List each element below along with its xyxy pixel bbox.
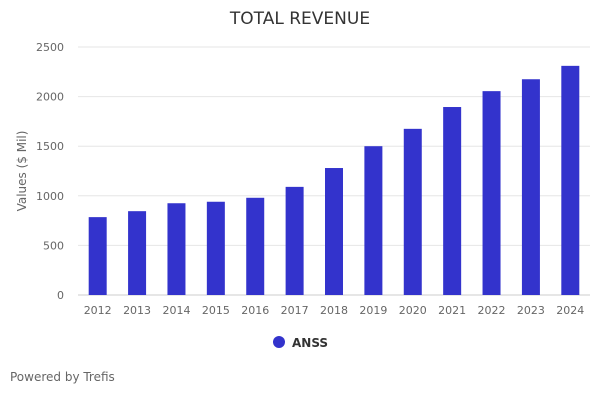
bar-2012[interactable] — [88, 217, 107, 295]
x-tick-label: 2012 — [84, 304, 112, 317]
x-tick-label: 2014 — [162, 304, 190, 317]
legend-marker-anss[interactable] — [273, 336, 285, 348]
y-tick-label: 0 — [57, 289, 64, 302]
bar-2023[interactable] — [521, 79, 540, 296]
bar-2017[interactable] — [285, 186, 304, 295]
y-tick-label: 1000 — [36, 190, 64, 203]
x-tick-label: 2016 — [241, 304, 269, 317]
x-tick-label: 2020 — [399, 304, 427, 317]
bar-2022[interactable] — [482, 91, 501, 295]
x-tick-labels: 2012 2013 2014 2015 2016 2017 2018 2019 2020 2021… — [84, 304, 585, 317]
bars — [88, 65, 580, 296]
legend-label-anss[interactable]: ANSS — [292, 336, 328, 350]
x-tick-label: 2023 — [517, 304, 545, 317]
x-tick-label: 2015 — [202, 304, 230, 317]
y-axis-label: Values ($ Mil) — [15, 131, 29, 212]
bar-2016[interactable] — [246, 197, 265, 295]
x-tick-label: 2021 — [438, 304, 466, 317]
y-tick-label: 2500 — [36, 41, 64, 54]
x-tick-label: 2022 — [478, 304, 506, 317]
bar-2013[interactable] — [128, 211, 147, 295]
bar-2021[interactable] — [443, 107, 462, 296]
y-tick-labels: 0 500 1000 1500 2000 2500 — [36, 41, 64, 302]
legend[interactable]: ANSS — [273, 336, 328, 350]
y-tick-label: 2000 — [36, 91, 64, 104]
bar-2014[interactable] — [167, 203, 186, 295]
bar-2020[interactable] — [403, 128, 422, 295]
chart-title: TOTAL REVENUE — [229, 9, 370, 29]
x-tick-label: 2018 — [320, 304, 348, 317]
y-tick-label: 500 — [43, 239, 64, 252]
powered-by-footer: Powered by Trefis — [10, 370, 115, 384]
bar-2019[interactable] — [364, 146, 383, 295]
bar-2024[interactable] — [561, 65, 580, 296]
bar-2018[interactable] — [325, 168, 343, 295]
x-tick-label: 2013 — [123, 304, 151, 317]
x-tick-label: 2017 — [281, 304, 309, 317]
y-tick-label: 1500 — [36, 140, 64, 153]
x-tick-label: 2024 — [556, 304, 584, 317]
x-tick-label: 2019 — [359, 304, 387, 317]
bar-2015[interactable] — [206, 201, 225, 295]
